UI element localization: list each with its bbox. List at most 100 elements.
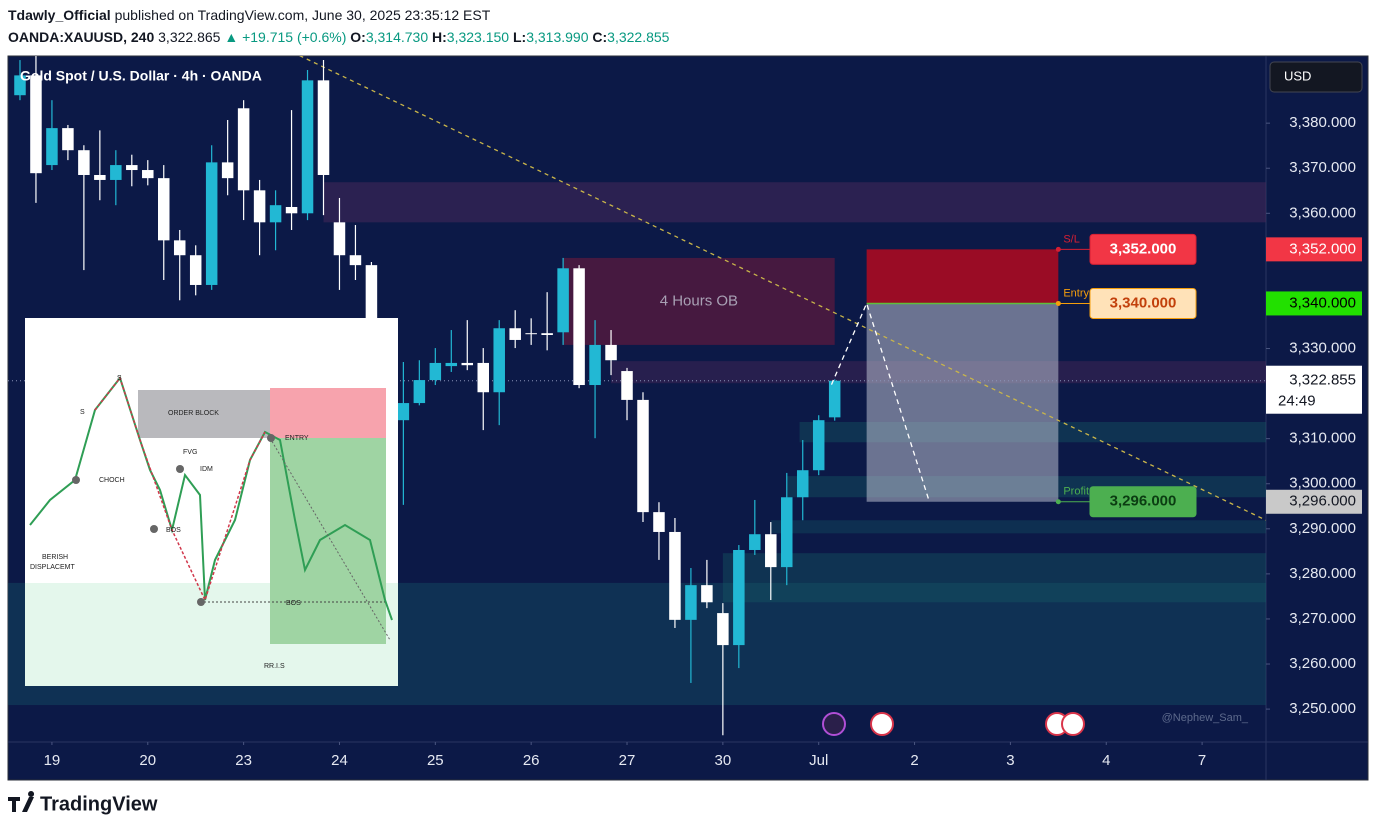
candle-body xyxy=(301,80,314,214)
inset-label: S xyxy=(117,375,122,382)
inset-swings xyxy=(94,376,266,603)
ohlc-key: H: xyxy=(432,29,447,45)
position-tag: S/L xyxy=(1063,233,1080,245)
brand: TradingView xyxy=(8,791,158,815)
x-tick-label: 27 xyxy=(619,752,636,769)
candle-body xyxy=(525,333,537,335)
candle-body xyxy=(237,108,250,191)
position-label-box xyxy=(1089,233,1197,265)
currency-button[interactable] xyxy=(1269,61,1363,93)
candle-body xyxy=(205,162,218,285)
author[interactable]: Tdawly_Official xyxy=(8,7,111,23)
candle-body xyxy=(349,255,362,266)
candle-body xyxy=(573,268,585,386)
candle-body xyxy=(733,549,745,646)
x-tick-label: 20 xyxy=(139,752,156,769)
axis-price-label: 3,352.000 xyxy=(1289,240,1356,257)
ohlc-value: 3,323.150 xyxy=(447,29,509,45)
candle-body xyxy=(413,380,426,404)
event-icon[interactable] xyxy=(822,712,846,736)
inset-label: FVG xyxy=(183,449,197,456)
stop-zone xyxy=(866,249,1059,304)
last-price-tag xyxy=(1266,365,1362,414)
axis-price-tag xyxy=(1266,489,1362,514)
candle-body xyxy=(62,128,74,151)
bar-countdown: 24:49 xyxy=(1278,393,1316,410)
inset-label: BOS xyxy=(166,527,181,534)
x-tick-label: 2 xyxy=(910,752,918,769)
inset-stop-zone xyxy=(270,388,386,438)
inset-order-block xyxy=(138,390,270,438)
ohlc-key: C: xyxy=(592,29,607,45)
position-label-box xyxy=(1089,486,1197,518)
candle-body xyxy=(653,512,665,532)
brand-name: TradingView xyxy=(40,793,158,815)
zone xyxy=(722,553,1266,603)
inset-label: DISPLACEMT xyxy=(30,564,75,571)
inset-target-zone xyxy=(270,438,386,644)
change: ▲ +19.715 (+0.6%) xyxy=(224,29,346,45)
y-tick-label: 3,310.000 xyxy=(1289,430,1356,447)
axis-price-label: 3,296.000 xyxy=(1289,493,1356,510)
inset-label: RR.I.S xyxy=(264,663,285,670)
candle-body xyxy=(253,190,266,223)
candle-body xyxy=(669,531,681,620)
zone xyxy=(323,182,1266,223)
y-tick-label: 3,360.000 xyxy=(1289,204,1356,221)
candle-body xyxy=(461,362,474,366)
candle-body xyxy=(796,470,809,498)
inset-dot xyxy=(267,434,275,442)
y-tick-label: 3,370.000 xyxy=(1289,159,1356,176)
trendline xyxy=(299,56,1266,521)
inset-label: ENTRY xyxy=(285,435,309,442)
y-tick-label: 3,280.000 xyxy=(1289,565,1356,582)
y-tick-label: 3,300.000 xyxy=(1289,475,1356,492)
plot: 4 Hours OB xyxy=(8,56,1266,736)
ohlc-key: O: xyxy=(350,29,366,45)
y-tick-label: 3,260.000 xyxy=(1289,655,1356,672)
x-tick-label: 26 xyxy=(523,752,540,769)
ohlc-value: 3,313.990 xyxy=(526,29,588,45)
candle-body xyxy=(142,170,154,179)
header-line: Tdawly_Official published on TradingView… xyxy=(8,7,491,23)
position-label: 3,340.000 xyxy=(1110,294,1177,311)
published: published on TradingView.com, June 30, 2… xyxy=(115,7,491,23)
candle-body xyxy=(701,585,713,603)
target-zone xyxy=(866,303,1059,502)
inset-label: IDM xyxy=(200,466,213,473)
candle-body xyxy=(749,534,761,550)
x-tick-label: 30 xyxy=(715,752,732,769)
position-label: 3,352.000 xyxy=(1110,240,1177,257)
candle-body xyxy=(589,344,601,386)
event-icon[interactable] xyxy=(1061,712,1085,736)
candle-body xyxy=(717,613,729,646)
x-tick-label: Jul xyxy=(809,752,828,769)
candle-body xyxy=(477,362,489,393)
axis-price-tag xyxy=(1266,237,1362,262)
candle-body xyxy=(557,268,569,333)
position-tag: Profit xyxy=(1063,486,1089,498)
candle-body xyxy=(94,174,106,180)
inset-price-path xyxy=(29,375,393,621)
x-tick-label: 23 xyxy=(235,752,252,769)
event-icon[interactable] xyxy=(870,712,894,736)
currency[interactable]: USD xyxy=(1284,68,1311,83)
y-tick-label: 3,330.000 xyxy=(1289,339,1356,356)
y-tick-label: 3,290.000 xyxy=(1289,520,1356,537)
inset-label: S xyxy=(80,409,85,416)
candle-body xyxy=(285,206,298,214)
y-tick-label: 3,380.000 xyxy=(1289,114,1356,131)
candle-body xyxy=(126,165,138,171)
candle-body xyxy=(765,534,777,568)
ohlc-value: 3,322.855 xyxy=(607,29,669,45)
x-tick-label: 7 xyxy=(1198,752,1206,769)
overlay: S/L 3,352.000 Entry 3,340.000 Profit 3,296.00… xyxy=(44,114,1362,769)
x-tick-label: 25 xyxy=(427,752,444,769)
candle-body xyxy=(509,328,521,340)
zone-label: 4 Hours OB xyxy=(660,292,738,309)
candle-body xyxy=(158,178,170,241)
position-label-box xyxy=(1089,287,1197,319)
candle-body xyxy=(46,128,58,166)
position-label: 3,296.000 xyxy=(1110,493,1177,510)
